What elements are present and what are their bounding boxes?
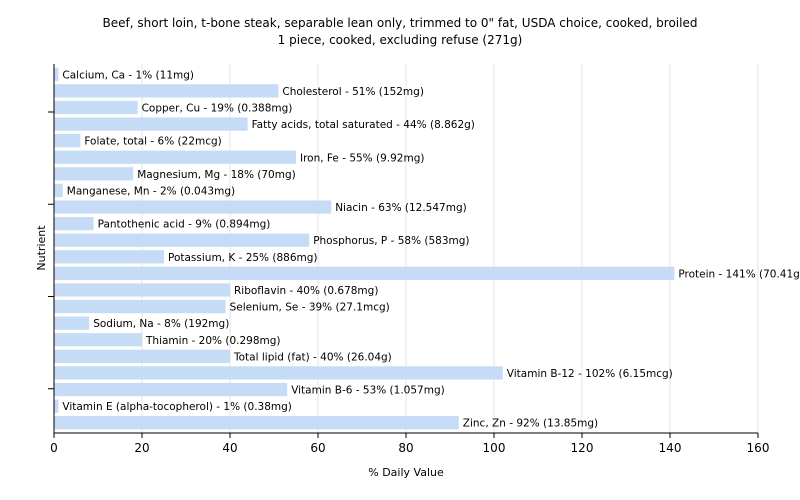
bar xyxy=(54,283,230,297)
bar xyxy=(54,183,63,198)
bar xyxy=(54,366,503,380)
bar-label: Potassium, K - 25% (886mg) xyxy=(168,252,318,264)
bar-label: Pantothenic acid - 9% (0.894mg) xyxy=(98,219,271,231)
bar-label: Iron, Fe - 55% (9.92mg) xyxy=(300,152,424,164)
bar xyxy=(54,150,296,164)
bar-label: Magnesium, Mg - 18% (70mg) xyxy=(137,169,296,181)
bar-label: Copper, Cu - 19% (0.388mg) xyxy=(142,102,293,114)
x-tick-label: 120 xyxy=(571,441,594,455)
chart-title: Beef, short loin, t-bone steak, separabl… xyxy=(103,16,698,30)
x-tick-label: 140 xyxy=(659,441,682,455)
x-tick-label: 160 xyxy=(747,441,770,455)
bar-label: Fatty acids, total saturated - 44% (8.86… xyxy=(252,119,475,131)
bar-label: Vitamin B-6 - 53% (1.057mg) xyxy=(291,385,445,397)
bar xyxy=(54,200,332,214)
bar-label: Selenium, Se - 39% (27.1mcg) xyxy=(230,302,390,314)
bar xyxy=(54,382,288,397)
bar-label: Total lipid (fat) - 40% (26.04g) xyxy=(233,351,392,363)
bar xyxy=(54,399,59,413)
bar xyxy=(54,333,142,347)
bar xyxy=(54,84,279,98)
bar xyxy=(54,349,230,363)
bar xyxy=(54,167,134,181)
bar-label: Vitamin E (alpha-tocopherol) - 1% (0.38m… xyxy=(62,401,292,413)
bar-label: Phosphorus, P - 58% (583mg) xyxy=(313,235,469,247)
bar xyxy=(54,316,90,330)
bar xyxy=(54,299,226,314)
x-tick-label: 60 xyxy=(310,441,325,455)
bar xyxy=(54,416,459,430)
bar-label: Protein - 141% (70.41g) xyxy=(678,268,800,280)
x-tick-label: 40 xyxy=(222,441,237,455)
bar-label: Manganese, Mn - 2% (0.043mg) xyxy=(67,185,235,197)
bar xyxy=(54,250,164,264)
bar xyxy=(54,216,94,231)
bar-label: Thiamin - 20% (0.298mg) xyxy=(145,335,281,347)
bars xyxy=(54,67,675,430)
bar-label: Zinc, Zn - 92% (13.85mg) xyxy=(463,418,598,430)
bar xyxy=(54,233,310,247)
bar xyxy=(54,67,59,81)
y-axis-title: Nutrient xyxy=(35,225,48,271)
x-tick-label: 20 xyxy=(134,441,149,455)
bar xyxy=(54,100,138,115)
bar-label: Sodium, Na - 8% (192mg) xyxy=(93,318,229,330)
x-tick-label: 80 xyxy=(398,441,413,455)
bar xyxy=(54,266,675,281)
x-axis-title: % Daily Value xyxy=(368,466,444,479)
bar-label: Niacin - 63% (12.547mg) xyxy=(335,202,467,214)
axes: 0 20 40 60 80 100 120 140 160 xyxy=(48,64,769,455)
bar xyxy=(54,134,81,148)
x-tick-label: 100 xyxy=(483,441,506,455)
bar-labels: Calcium, Ca - 1% (11mg) Cholesterol - 51%… xyxy=(62,69,800,429)
bar-label: Calcium, Ca - 1% (11mg) xyxy=(62,69,194,81)
bar-label: Riboflavin - 40% (0.678mg) xyxy=(234,285,378,297)
bar-label: Folate, total - 6% (22mcg) xyxy=(84,136,221,148)
bar-label: Cholesterol - 51% (152mg) xyxy=(282,86,424,98)
chart-subtitle: 1 piece, cooked, excluding refuse (271g) xyxy=(278,33,523,47)
bar xyxy=(54,117,248,131)
bar-label: Vitamin B-12 - 102% (6.15mcg) xyxy=(507,368,673,380)
x-tick-label: 0 xyxy=(50,441,58,455)
